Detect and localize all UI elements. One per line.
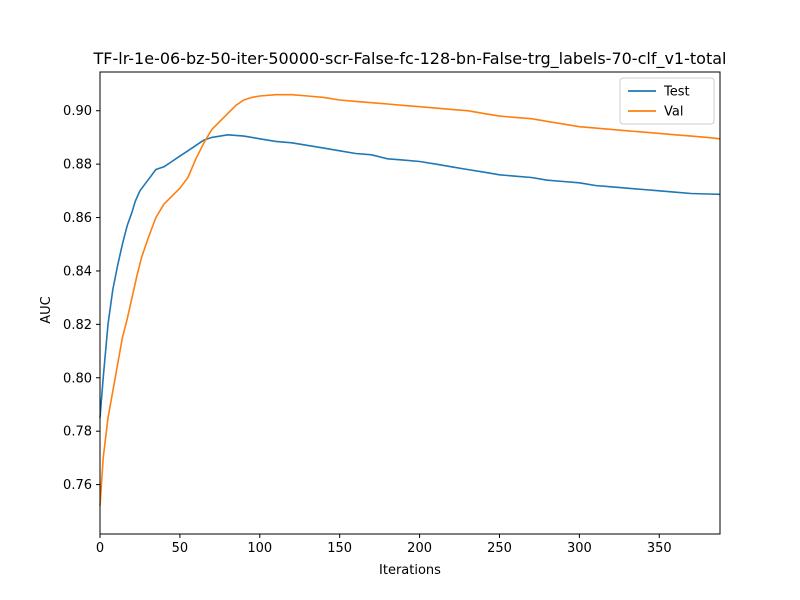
y-tick-label: 0.76 [63, 478, 92, 493]
y-tick-label: 0.84 [63, 264, 92, 279]
x-tick-label: 0 [96, 541, 104, 556]
x-tick-label: 50 [172, 541, 189, 556]
x-tick-label: 250 [487, 541, 512, 556]
series-line-test [99, 134, 721, 418]
plot-area: 0 50 100 150 200 250 300 350 0.76 0.78 0.80 0.82 0.8… [63, 71, 721, 556]
x-tick-label: 100 [247, 541, 272, 556]
x-tick-label: 200 [407, 541, 432, 556]
x-tick-label: 350 [647, 541, 672, 556]
legend: Test Val [619, 77, 715, 125]
chart-title: TF-lr-1e-06-bz-50-iter-50000-scr-False-f… [93, 49, 727, 69]
y-tick-label: 0.86 [63, 211, 92, 226]
legend-box [619, 77, 715, 125]
y-tick-label: 0.78 [63, 425, 92, 440]
x-tick-label: 300 [567, 541, 592, 556]
series-line-val [99, 93, 721, 507]
x-tick-label: 150 [327, 541, 352, 556]
legend-label-val: Val [664, 105, 683, 120]
y-tick-label: 0.80 [63, 371, 92, 386]
y-tick-label: 0.90 [63, 104, 92, 119]
y-tick-label: 0.88 [63, 158, 92, 173]
x-axis-label: Iterations [379, 563, 441, 578]
y-tick-label: 0.82 [63, 318, 92, 333]
legend-label-test: Test [663, 85, 690, 100]
axes-frame [99, 71, 721, 535]
y-axis-label: AUC [39, 296, 54, 324]
